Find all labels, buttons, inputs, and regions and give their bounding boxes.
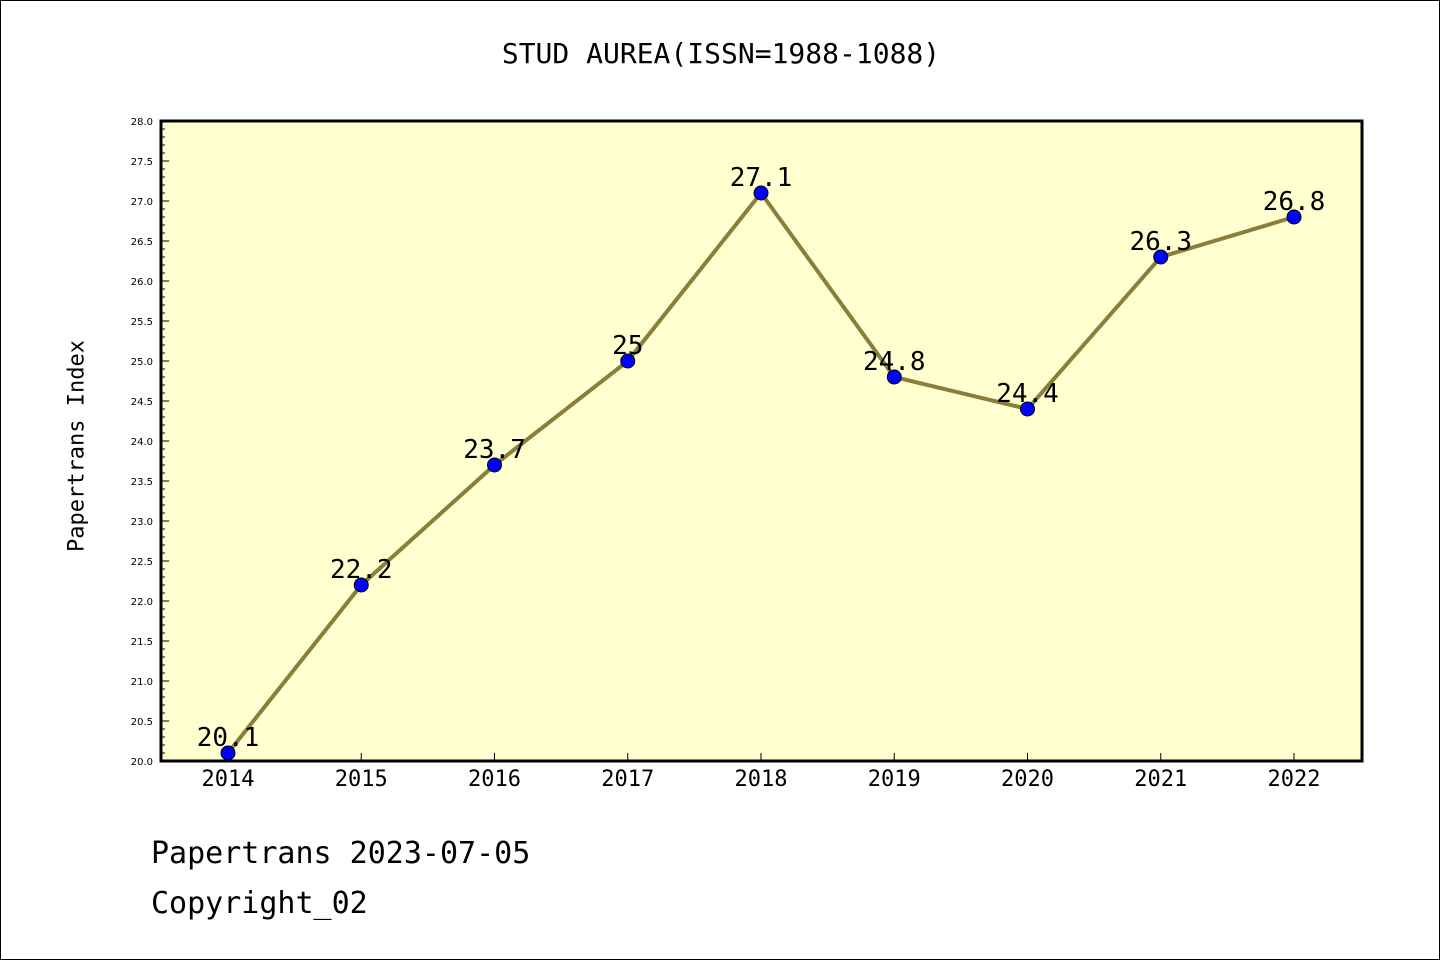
data-point bbox=[487, 457, 502, 473]
data-label: 23.7 bbox=[463, 435, 526, 465]
data-label: 26.3 bbox=[1129, 227, 1192, 257]
data-point bbox=[620, 353, 636, 369]
y-tick-label: 20.0 bbox=[131, 757, 153, 768]
y-tick-label: 22.5 bbox=[131, 557, 153, 568]
footer-date-line: Papertrans 2023-07-05 bbox=[151, 836, 531, 871]
x-tick-label: 2019 bbox=[868, 767, 921, 792]
x-tick-label: 2018 bbox=[735, 767, 788, 792]
x-tick-label: 2020 bbox=[1001, 767, 1054, 792]
y-tick-label: 25.5 bbox=[131, 317, 153, 328]
y-tick-label: 24.0 bbox=[131, 437, 153, 448]
plot-area bbox=[161, 121, 1362, 761]
data-label: 26.8 bbox=[1263, 187, 1326, 217]
data-label: 24.8 bbox=[863, 347, 926, 377]
y-tick-label: 26.5 bbox=[131, 237, 153, 248]
chart-title: STUD AUREA(ISSN=1988-1088) bbox=[501, 37, 941, 70]
data-label: 20.1 bbox=[197, 723, 260, 753]
data-label: 22.2 bbox=[330, 555, 393, 585]
x-tick-label: 2017 bbox=[601, 767, 654, 792]
y-tick-label: 20.5 bbox=[131, 717, 153, 728]
x-tick-label: 2022 bbox=[1268, 767, 1321, 792]
data-point bbox=[353, 577, 369, 593]
y-tick-label: 22.0 bbox=[131, 597, 153, 608]
data-markers bbox=[220, 185, 1302, 761]
x-tick-label: 2016 bbox=[468, 767, 521, 792]
y-tick-label: 21.5 bbox=[131, 637, 153, 648]
data-point bbox=[1286, 209, 1302, 225]
x-tick-label: 2015 bbox=[335, 767, 388, 792]
y-tick-label: 23.5 bbox=[131, 477, 153, 488]
y-tick-label: 23.0 bbox=[131, 517, 153, 528]
y-tick-label: 25.0 bbox=[131, 357, 153, 368]
y-tick-label: 26.0 bbox=[131, 277, 153, 288]
y-tick-label: 24.5 bbox=[131, 397, 153, 408]
y-tick-label: 27.5 bbox=[131, 157, 153, 168]
y-tick-label: 28.0 bbox=[131, 117, 153, 128]
y-axis-ticks: 20.0 20.5 21.0 21.5 22.0 22.5 23.0 23.5 24.0 24.5… bbox=[131, 117, 169, 768]
y-tick-label: 27.0 bbox=[131, 197, 153, 208]
data-point bbox=[886, 369, 902, 385]
plot-border bbox=[159, 119, 1364, 763]
data-point bbox=[1020, 401, 1035, 417]
x-tick-label: 2021 bbox=[1134, 767, 1187, 792]
data-label: 25 bbox=[612, 331, 643, 361]
x-axis-ticks: 2014 2015 2016 2017 2018 2019 2020 2021 2022 bbox=[202, 753, 1321, 792]
data-point bbox=[753, 185, 769, 201]
data-point bbox=[1153, 249, 1169, 265]
data-label: 27.1 bbox=[730, 163, 793, 193]
x-tick-label: 2014 bbox=[202, 767, 255, 792]
footer-copyright: Copyright_02 bbox=[151, 886, 368, 921]
y-tick-label: 21.0 bbox=[131, 677, 153, 688]
data-labels: 20.1 22.2 23.7 25 27.1 24.8 24.4 26.3 26.8 bbox=[197, 163, 1326, 753]
data-label: 24.4 bbox=[996, 379, 1059, 409]
